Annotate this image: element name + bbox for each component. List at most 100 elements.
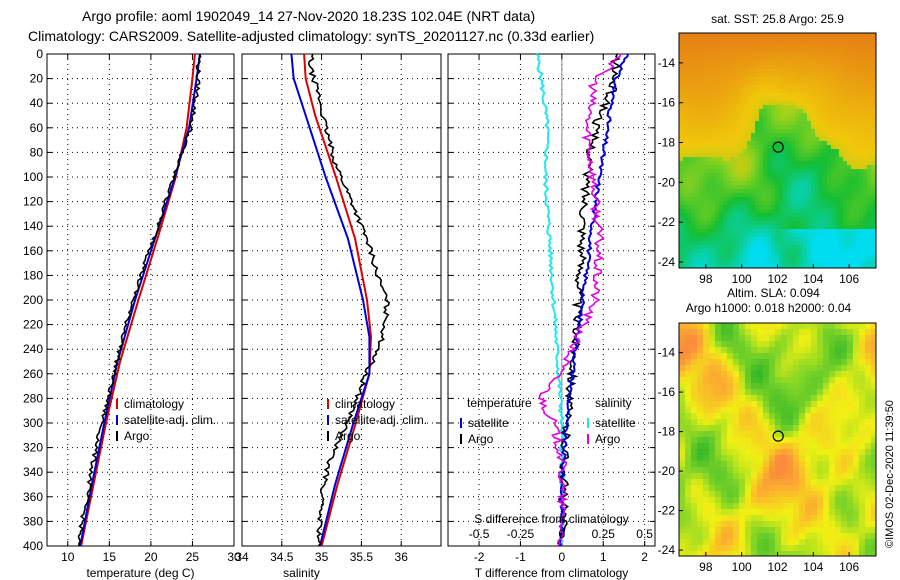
map-cell [819,165,823,169]
map-cell [679,69,683,73]
map-cell [755,133,759,137]
map-cell [835,233,839,237]
map-cell [851,241,855,245]
map-cell [841,437,847,443]
map-cell [711,77,715,81]
map-cell [783,37,787,41]
map-cell [799,65,803,69]
map-cell [731,65,735,69]
map-cell [859,185,863,189]
y-tick-label: 260 [23,367,43,381]
map-cell [691,181,695,185]
map-cell [863,233,867,237]
map-cell [739,161,743,165]
map-cell [843,225,847,229]
map-cell [847,233,851,237]
map-cell [819,145,823,149]
map-cell [769,443,775,449]
map-cell [751,217,755,221]
map-cell [835,261,839,265]
map-cell [787,121,791,125]
map-cell [827,97,831,101]
map-cell [719,61,723,65]
map-cell [793,449,799,455]
map-cell [783,233,787,237]
map-cell [719,113,723,117]
map-cell [811,97,815,101]
map-cell [715,539,721,545]
map-cell [799,93,803,97]
map-cell [751,347,757,353]
map-cell [719,141,723,145]
map-cell [827,149,831,153]
map-cell [871,431,876,437]
map-cell [747,173,751,177]
map-cell [799,503,805,509]
map-cell [795,133,799,137]
map-cell [803,229,807,233]
map-cell [759,257,763,261]
map-cell [687,169,691,173]
map-cell [815,217,819,221]
map-cell [685,437,691,443]
map-cell [719,85,723,89]
map-cell [831,213,835,217]
map-cell [835,165,839,169]
map-cell [853,443,859,449]
map-cell [787,141,791,145]
map-cell [771,149,775,153]
map-cell [839,121,843,125]
map-cell [691,431,697,437]
map-cell [767,81,771,85]
map-cell [721,431,727,437]
map-cell [867,157,871,161]
map-cell [719,45,723,49]
map-cell [683,245,687,249]
map-cell [783,97,787,101]
map-cell [787,377,793,383]
map-cell [747,225,751,229]
map-cell [827,53,831,57]
map-cell [859,141,863,145]
map-cell [779,109,783,113]
map-cell [703,77,707,81]
map-cell [807,217,811,221]
map-cell [739,233,743,237]
map-cell [865,455,871,461]
map-cell [691,161,695,165]
map-cell [793,377,799,383]
map-cell [851,113,855,117]
map-cell [839,153,843,157]
map-cell [793,521,799,527]
map-cell [851,153,855,157]
map-cell [779,113,783,117]
map-cell [723,217,727,221]
map-cell [763,165,767,169]
map-cell [823,261,827,265]
map-cell [687,261,691,265]
map-cell [679,81,683,85]
map-cell [811,527,817,533]
map-cell [759,37,763,41]
map-cell [695,117,699,121]
x-tick-label: 10 [61,550,75,564]
map-cell [757,389,763,395]
map-cell [795,57,799,61]
map-cell [823,177,827,181]
map-cell [697,479,703,485]
map-cell [819,181,823,185]
map-cell [743,205,747,209]
map-cell [855,69,859,73]
map-cell [859,169,863,173]
map-cell [855,73,859,77]
map-cell [771,245,775,249]
map-cell [853,335,859,341]
map-cell [723,69,727,73]
map-cell [707,169,711,173]
map-cell [811,431,817,437]
map-cell [715,101,719,105]
map-cell [787,117,791,121]
map-cell [739,153,743,157]
map-cell [679,45,683,49]
map-cell [751,229,755,233]
